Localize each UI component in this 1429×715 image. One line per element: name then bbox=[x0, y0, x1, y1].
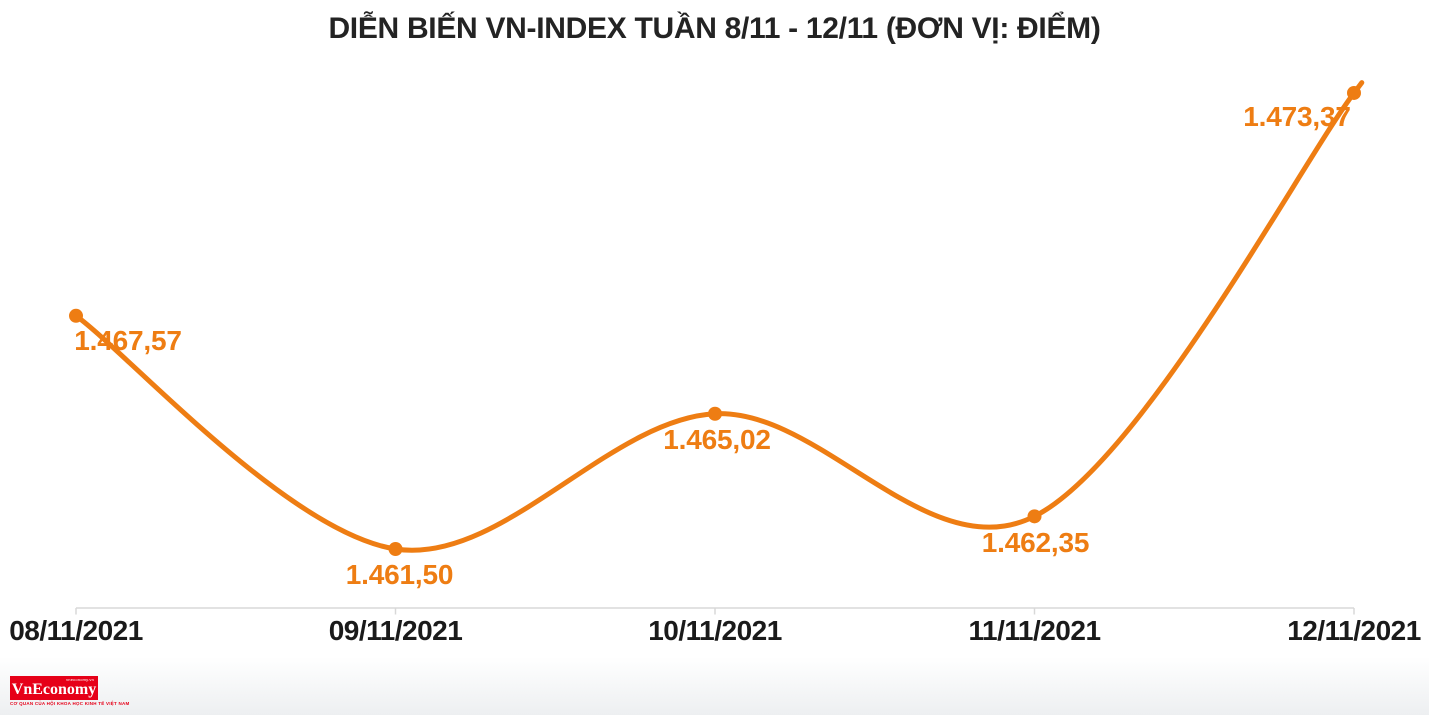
data-point-label: 1.465,02 bbox=[663, 423, 771, 455]
data-point-dot bbox=[388, 542, 403, 556]
data-point-label: 1.461,50 bbox=[345, 559, 454, 590]
data-point-dot bbox=[69, 308, 83, 323]
x-axis-label: 12/11/2021 bbox=[1287, 615, 1421, 646]
chart-title: DIỄN BIẾN VN-INDEX TUẦN 8/11 - 12/11 (ĐƠ… bbox=[328, 12, 1101, 45]
data-point-label: 1.467,57 bbox=[74, 324, 182, 356]
vn-index-line-series bbox=[73, 80, 1365, 553]
data-point-label: 1.462,35 bbox=[981, 527, 1090, 559]
data-point-dot bbox=[708, 406, 722, 421]
logo-brand-text: VnEconomy bbox=[11, 681, 97, 698]
vneconomy-logo-box: vneconomy.vn VnEconomy bbox=[10, 676, 98, 700]
x-axis-label: 08/11/2021 bbox=[9, 615, 143, 646]
vneconomy-logo: vneconomy.vn VnEconomy CƠ QUAN CỦA HỘI K… bbox=[10, 676, 170, 707]
x-axis-label: 09/11/2021 bbox=[328, 615, 463, 646]
x-axis-label: 11/11/2021 bbox=[968, 615, 1101, 646]
x-axis-label: 10/11/2021 bbox=[648, 615, 782, 646]
data-point-dot bbox=[1027, 509, 1042, 524]
logo-top-text: vneconomy.vn bbox=[66, 677, 94, 682]
data-point-dot bbox=[1347, 85, 1361, 100]
data-point-label: 1.473,37 bbox=[1243, 100, 1351, 132]
logo-subtitle-text: CƠ QUAN CỦA HỘI KHOA HỌC KINH TẾ VIỆT NA… bbox=[10, 701, 130, 706]
bottom-gradient bbox=[0, 657, 1429, 715]
